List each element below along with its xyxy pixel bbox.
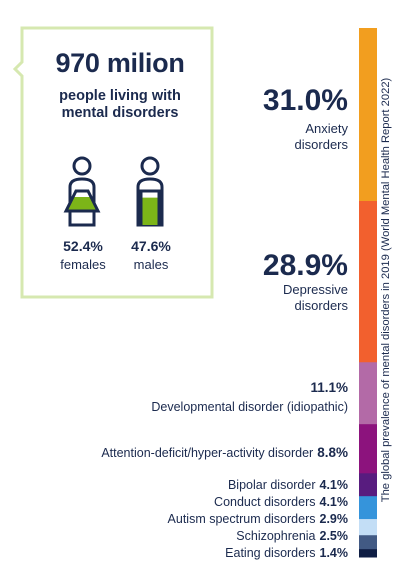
- summary-callout-frame: [12, 26, 214, 299]
- bipolar-label: Bipolar disorder: [227, 478, 316, 492]
- conduct-label: Conduct disorders: [214, 495, 316, 509]
- depressive-label-line-2: disorders: [294, 298, 348, 313]
- eating-row: Eating disorders 1.4%: [225, 546, 348, 561]
- depressive-value: 28.9%: [262, 249, 348, 282]
- schizophrenia-label: Schizophrenia: [236, 529, 316, 543]
- schizophrenia-value: 2.5%: [319, 529, 349, 543]
- males-percentage: 47.6%: [131, 238, 171, 254]
- eating-value: 1.4%: [319, 546, 349, 560]
- depressive-label-line-1: Depressive: [282, 282, 348, 297]
- conduct-row: Conduct disorders 4.1%: [214, 495, 348, 510]
- subtitle-line-2: mental disorders: [61, 105, 179, 121]
- depressive-label: Depressive disorders: [283, 282, 348, 314]
- bar-segment-depressive: [359, 200, 377, 363]
- males-label: males: [133, 257, 169, 272]
- autism-value: 2.9%: [319, 512, 349, 526]
- bar-segment-adhd: [359, 424, 377, 474]
- bipolar-row: Bipolar disorder 4.1%: [228, 478, 348, 493]
- female-fill: [66, 196, 98, 211]
- adhd-row: Attention-deficit/hyper-activity disorde…: [101, 445, 348, 461]
- source-note: The global prevalence of mental disorder…: [380, 77, 392, 503]
- male-fill: [141, 197, 159, 225]
- bar-segment-eating: [359, 549, 377, 558]
- subtitle-line-1: people living with: [59, 88, 181, 104]
- anxiety-label: Anxiety disorders: [295, 121, 348, 153]
- autism-label: Autism spectrum disorders: [167, 512, 316, 526]
- schizophrenia-row: Schizophrenia 2.5%: [236, 529, 348, 544]
- anxiety-value: 31.0%: [262, 84, 348, 117]
- bipolar-value: 4.1%: [319, 478, 349, 492]
- bar-segment-developmental: [359, 362, 377, 425]
- bar-segment-anxiety: [359, 28, 377, 202]
- total-people-value: 970 milion: [55, 48, 185, 78]
- bar-segment-conduct: [359, 496, 377, 520]
- bar-segment-schizophrenia: [359, 535, 377, 550]
- callout-border: [12, 26, 214, 299]
- females-percentage: 52.4%: [63, 238, 103, 254]
- bar-segment-bipolar: [359, 473, 377, 497]
- male-icon: [136, 156, 164, 227]
- bar-segment-autism: [359, 519, 377, 536]
- conduct-value: 4.1%: [319, 495, 349, 509]
- developmental-label: Developmental disorder (idiopathic): [151, 400, 348, 414]
- developmental-value: 11.1%: [310, 380, 348, 395]
- adhd-value: 8.8%: [317, 445, 348, 460]
- autism-row: Autism spectrum disorders 2.9%: [168, 512, 348, 527]
- female-icon: [63, 156, 101, 227]
- females-label: females: [60, 257, 106, 272]
- eating-label: Eating disorders: [225, 546, 316, 560]
- anxiety-label-line-1: Anxiety: [305, 121, 348, 136]
- total-people-subtitle: people living with mental disorders: [32, 88, 208, 122]
- anxiety-label-line-2: disorders: [294, 137, 348, 152]
- adhd-label: Attention-deficit/hyper-activity disorde…: [101, 446, 314, 460]
